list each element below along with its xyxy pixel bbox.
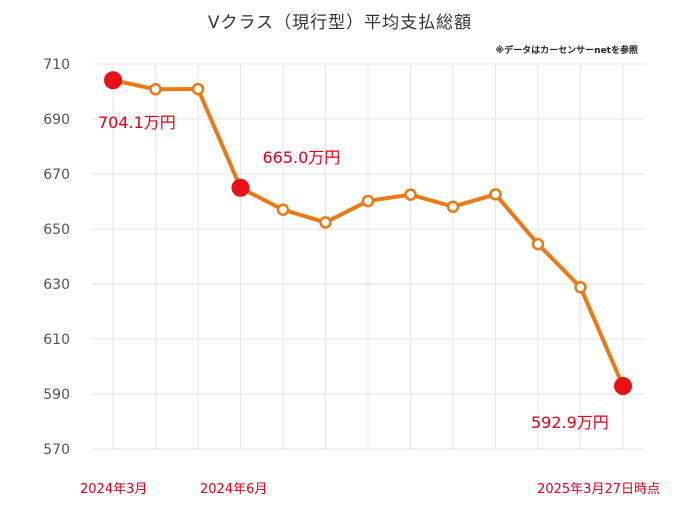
y-tick-label: 690 (43, 112, 70, 128)
y-tick-label: 570 (43, 442, 70, 458)
data-point (149, 83, 162, 96)
data-points (104, 71, 632, 396)
x-axis-label: 2024年3月 (80, 482, 147, 497)
data-point (489, 188, 502, 201)
data-point (276, 203, 290, 216)
highlight-point (231, 178, 250, 197)
y-tick-label: 710 (43, 57, 70, 73)
grid (92, 63, 645, 450)
y-tick-label: 590 (43, 387, 70, 403)
data-label: 592.9万円 (531, 413, 609, 432)
data-point (361, 194, 375, 208)
y-axis-ticks: 710 690 670 650 630 610 590 570 (43, 57, 70, 458)
y-tick-label: 610 (43, 332, 70, 348)
source-note: ※データはカーセンサーnetを参照 (495, 44, 638, 56)
data-label: 704.1万円 (98, 113, 176, 132)
highlight-point (104, 71, 122, 90)
chart-title: Vクラス（現行型）平均支払総額 (208, 13, 472, 33)
data-point (446, 200, 460, 213)
data-point (574, 281, 587, 294)
highlight-point (614, 377, 632, 396)
data-label: 665.0万円 (263, 148, 341, 167)
x-axis-label: 2025年3月27日時点 (537, 482, 660, 497)
data-point (319, 216, 332, 229)
data-point (404, 188, 417, 201)
x-axis-label: 2024年6月 (200, 482, 267, 497)
x-axis-labels: 2024年3月 2024年6月 2025年3月27日時点 (80, 482, 660, 497)
data-labels: 704.1万円 665.0万円 592.9万円 (98, 113, 609, 432)
y-tick-label: 630 (43, 277, 70, 293)
y-tick-label: 650 (43, 222, 70, 238)
y-tick-label: 670 (43, 167, 70, 183)
data-point (191, 82, 205, 96)
data-point (531, 237, 545, 251)
